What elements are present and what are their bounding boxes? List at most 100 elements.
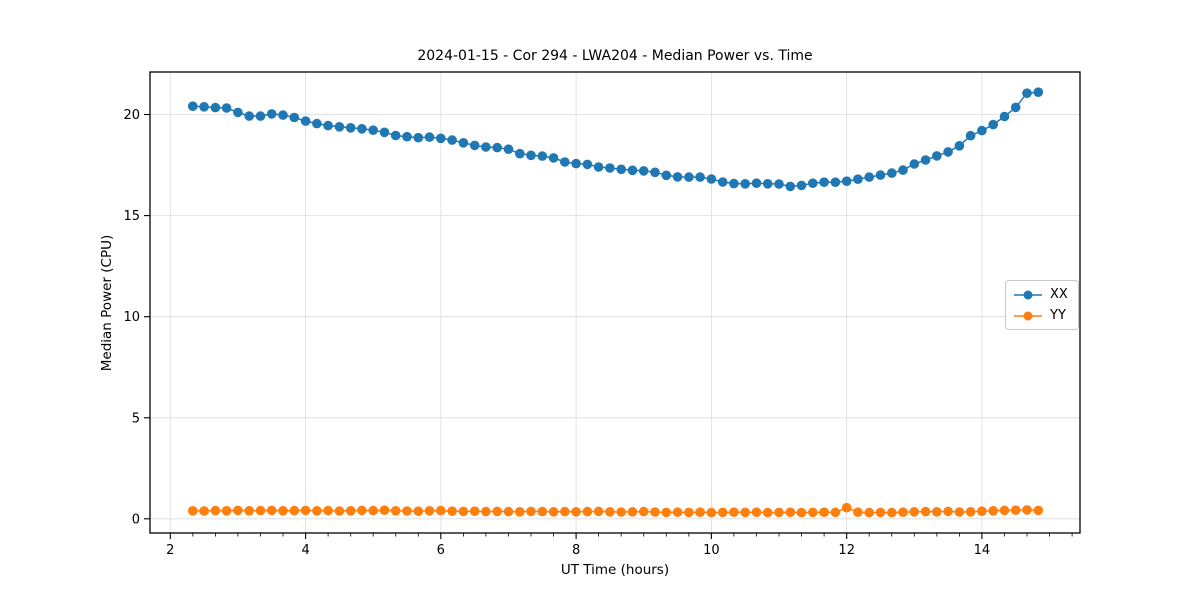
data-point [808,507,818,518]
data-point [785,507,796,517]
legend-label: YY [1050,308,1066,323]
data-point [841,502,852,513]
data-point [605,163,615,173]
data-point [819,507,829,517]
data-point [515,148,525,159]
data-point [729,507,739,517]
data-point [345,123,356,133]
data-point [469,506,480,516]
data-point [920,506,931,517]
data-point [221,506,232,516]
data-point [537,151,548,161]
data-point [796,180,807,191]
data-point [1033,505,1044,516]
data-point [582,506,593,517]
y-axis-ticks: 0 5 10 15 20 [123,108,150,527]
data-point [278,506,288,516]
data-point [390,506,401,516]
data-point [684,507,694,518]
data-point [233,505,243,516]
data-point [334,122,345,132]
data-point [638,166,649,176]
data-point [548,507,559,517]
x-tick-label: 6 [437,543,445,558]
data-point [289,112,300,123]
data-point [954,507,965,517]
data-point [424,506,435,516]
data-point [413,132,424,143]
data-point [954,141,965,151]
y-tick-label: 10 [123,310,140,325]
data-point [368,125,379,135]
data-point [864,172,874,182]
data-point [684,172,694,182]
data-point [481,506,491,517]
data-point [244,506,254,516]
data-point [368,505,379,516]
x-tick-label: 10 [703,543,720,558]
y-tick-label: 0 [132,512,140,527]
data-point [999,111,1010,122]
data-point [695,507,705,517]
data-point [808,178,818,188]
data-point [402,506,412,516]
data-point [593,506,604,517]
data-point [898,507,908,517]
data-point [932,151,942,161]
data-point [255,505,266,516]
data-point [503,506,514,517]
x-tick-label: 4 [301,543,309,558]
data-point [571,507,581,517]
data-point [436,133,446,144]
data-point [582,159,593,170]
data-point [796,507,807,518]
data-point [289,505,300,516]
data-point [717,177,728,187]
data-point [548,153,559,163]
data-point [627,165,638,176]
data-point [221,103,232,113]
data-point [616,507,626,517]
data-point [1022,505,1032,515]
data-point [481,142,491,152]
data-point [706,174,717,184]
chart-title: 2024-01-15 - Cor 294 - LWA204 - Median P… [417,48,813,64]
data-point [717,507,728,518]
data-point [853,507,863,517]
data-point [188,101,198,111]
data-point [526,150,536,161]
data-point [729,178,739,189]
data-point [751,178,762,188]
data-point [830,177,841,187]
x-tick-label: 12 [838,543,855,558]
data-point [785,181,796,192]
data-point [920,155,931,165]
data-point [492,506,503,517]
data-point [999,505,1010,516]
legend-marker-icon [1014,311,1042,320]
data-point [965,130,976,141]
data-point [875,170,886,180]
x-tick-label: 2 [166,543,174,558]
data-point [909,159,920,169]
data-point [909,507,920,517]
y-tick-label: 15 [123,209,140,224]
data-point [988,119,998,130]
data-point [1033,87,1044,97]
data-point [458,138,469,148]
data-point [740,507,750,518]
data-point [943,147,953,157]
data-point [762,507,773,518]
legend-item-YY: YY [1013,306,1068,325]
data-point [515,507,525,517]
data-point [887,507,897,518]
data-point [357,505,367,516]
data-point [864,507,874,518]
data-point [300,116,311,126]
data-point [199,102,209,112]
data-point [323,120,333,131]
data-point [672,172,683,182]
data-point [402,131,412,142]
data-point [458,506,469,517]
data-point [1022,88,1032,98]
